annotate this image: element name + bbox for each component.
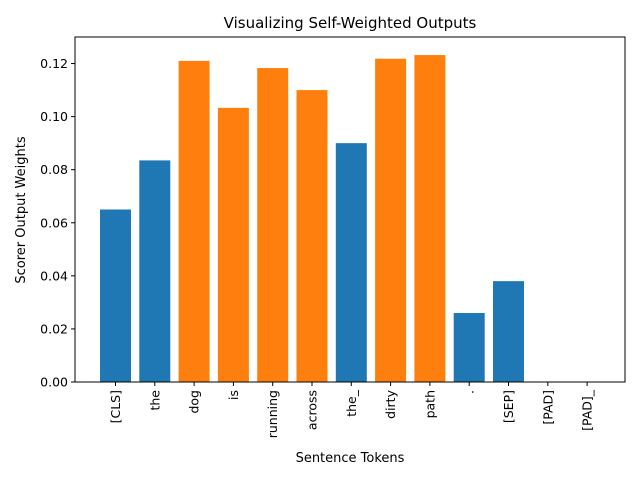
x-tick-label: dog (187, 390, 202, 414)
y-tick-label: 0.06 (40, 215, 68, 230)
y-tick-label: 0.02 (40, 321, 68, 336)
x-tick-label: [SEP] (501, 390, 516, 423)
bar-9 (414, 55, 446, 383)
y-tick-label: 0.00 (40, 375, 68, 390)
y-tick-label: 0.12 (40, 56, 68, 71)
bar-4 (217, 107, 249, 383)
bar-8 (375, 58, 407, 382)
x-tick-label: . (462, 390, 477, 394)
bars-group (100, 55, 524, 383)
bar-11 (493, 281, 524, 382)
y-tick-label: 0.04 (40, 268, 68, 283)
y-tick-label: 0.08 (40, 162, 68, 177)
bar-5 (257, 68, 289, 383)
chart-title: Visualizing Self-Weighted Outputs (224, 14, 477, 32)
x-tick-label: running (265, 390, 280, 438)
y-axis: 0.00 0.02 0.04 0.06 0.08 0.10 0.12 (40, 56, 75, 390)
x-tick-label: [PAD]_ (580, 389, 595, 431)
bar-10 (453, 313, 485, 382)
x-tick-label: is (226, 390, 241, 400)
x-tick-label: across (305, 390, 320, 430)
x-tick-label: [PAD] (540, 390, 555, 425)
x-tick-label: the (147, 390, 162, 411)
plot-frame (74, 36, 626, 383)
y-tick-label: 0.10 (40, 109, 68, 124)
bar-2 (139, 160, 171, 382)
bar-7 (335, 143, 367, 382)
bar-3 (178, 60, 210, 382)
x-tick-label: [CLS] (108, 390, 123, 423)
x-tick-label: path (422, 390, 437, 418)
x-axis: [CLS] the dog is running across the_ dirty path.… (108, 382, 595, 438)
x-tick-label: dirty (383, 389, 398, 418)
bar-6 (296, 90, 328, 382)
y-axis-label: Scorer Output Weights (14, 136, 29, 283)
x-axis-label: Sentence Tokens (296, 451, 405, 466)
x-tick-label: the_ (344, 389, 359, 417)
bar-1 (100, 209, 131, 382)
